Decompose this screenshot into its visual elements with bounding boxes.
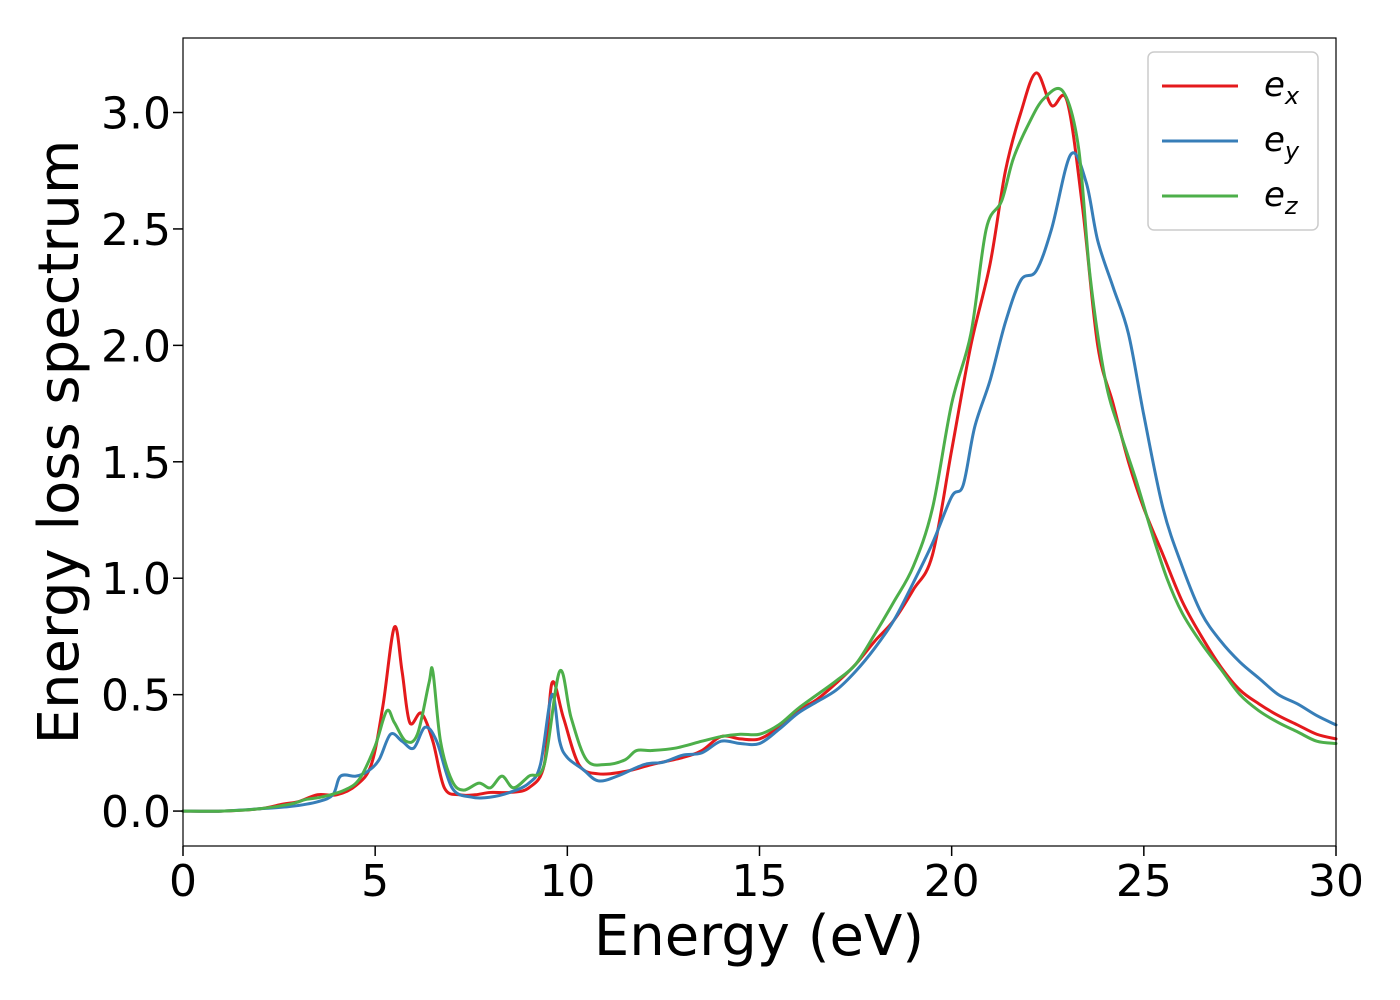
y-axis-ticks: 0.0 0.5 1.0 1.5 2.0 2.5 3.0 [101,89,183,838]
y-tick-label: 0.5 [101,671,171,722]
x-tick-label: 30 [1308,856,1364,907]
series-lines [181,71,1338,813]
x-axis-ticks: 0 5 10 15 20 25 30 [169,846,1364,907]
x-tick-label: 25 [1116,856,1172,907]
x-tick-label: 5 [361,856,389,907]
y-tick-label: 1.0 [101,554,171,605]
series-line-e-y [181,151,1338,813]
y-tick-label: 2.0 [101,321,171,372]
x-tick-label: 0 [169,856,197,907]
y-axis-label: Energy loss spectrum [27,140,92,745]
y-tick-label: 3.0 [101,89,171,140]
x-tick-label: 20 [924,856,980,907]
y-tick-label: 0.0 [101,787,171,838]
series-line-e-z [181,86,1338,813]
x-tick-label: 15 [732,856,788,907]
y-tick-label: 1.5 [101,438,171,489]
x-tick-label: 10 [539,856,595,907]
x-axis-label: Energy (eV) [594,904,924,969]
y-tick-label: 2.5 [101,205,171,256]
